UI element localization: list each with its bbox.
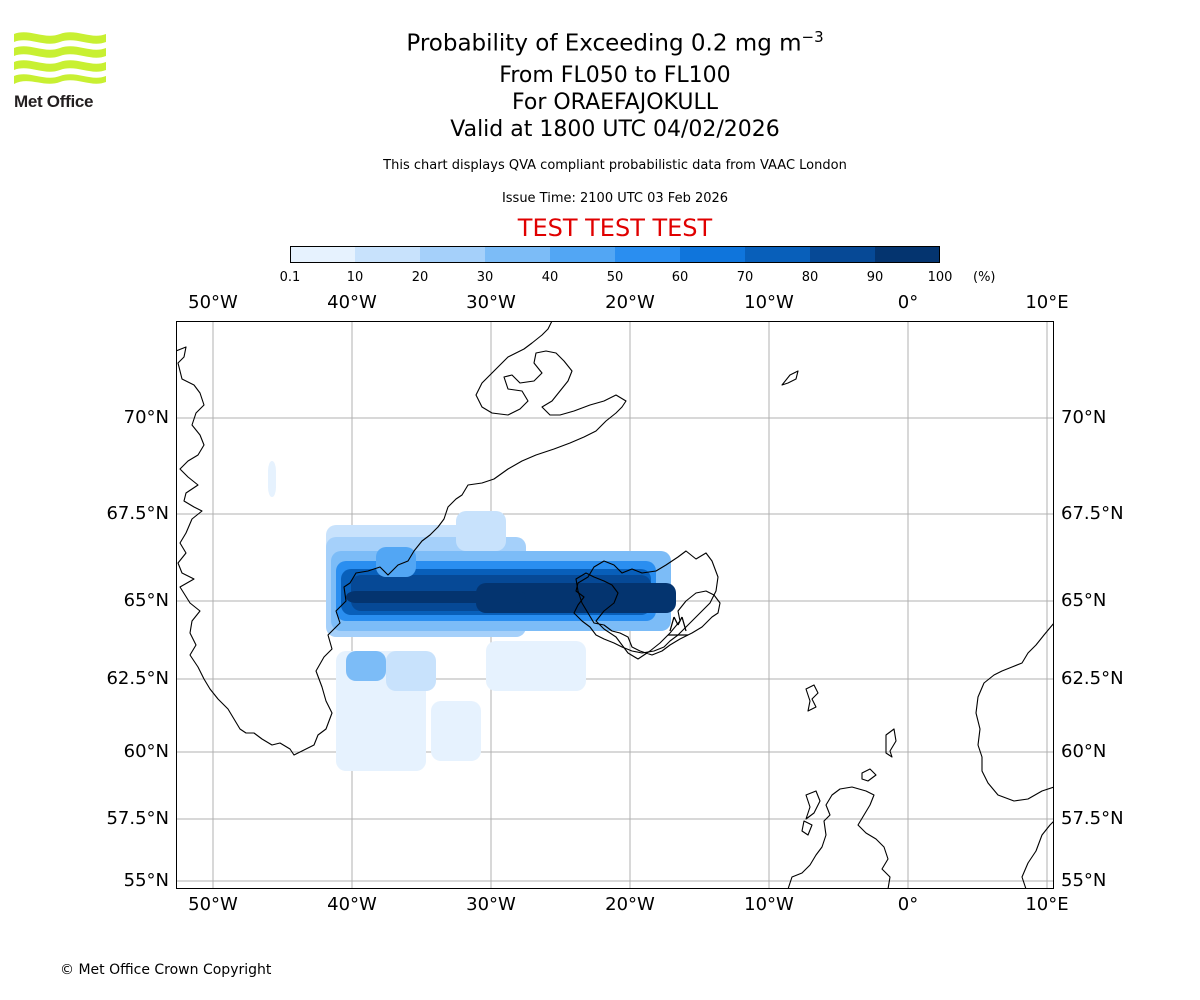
met-office-logo: Met Office: [14, 30, 114, 115]
plume-cell: [476, 583, 676, 613]
issue-time: Issue Time: 2100 UTC 03 Feb 2026: [501, 191, 729, 206]
map-panel: [176, 321, 1054, 889]
latitude-label-right: 57.5°N: [1061, 808, 1124, 829]
colorbar-tick-label: 80: [801, 270, 819, 285]
latitude-label-left: 67.5°N: [106, 503, 169, 524]
test-banner: TEST TEST TEST: [517, 214, 713, 242]
latitude-label-left: 65°N: [123, 590, 169, 611]
plume-cell: [268, 461, 276, 497]
longitude-label-top: 30°W: [466, 292, 516, 313]
coastline-faroes: [805, 684, 819, 712]
valid-time: Valid at 1800 UTC 04/02/2026: [450, 117, 780, 142]
coastline-shetland: [885, 728, 897, 758]
colorbar-tick-label: 70: [736, 270, 754, 285]
latitude-label-left: 70°N: [123, 407, 169, 428]
plume-cell: [486, 641, 586, 691]
coastline-iceland: [575, 572, 721, 660]
copyright: © Met Office Crown Copyright: [60, 962, 272, 978]
longitude-label-top: 50°W: [188, 292, 238, 313]
coastline-denmark: [1021, 820, 1054, 889]
colorbar-tick-label: 60: [671, 270, 689, 285]
colorbar-tick-label: 40: [541, 270, 559, 285]
chart-title: Probability of Exceeding 0.2 mg m−3: [0, 28, 1200, 57]
coastline-hebrides: [801, 790, 821, 836]
colorbar-tick-label: 30: [476, 270, 494, 285]
title-superscript: −3: [801, 28, 824, 46]
longitude-label-top: 10°W: [744, 292, 794, 313]
latitude-label-right: 70°N: [1061, 407, 1107, 428]
colorbar-swatch: [680, 246, 746, 263]
colorbar-swatch: [875, 246, 940, 263]
longitude-label-top: 0°: [897, 292, 919, 313]
colorbar-tick-label: 10: [346, 270, 364, 285]
longitude-label-bottom: 40°W: [327, 894, 377, 915]
colorbar-swatch: [615, 246, 681, 263]
latitude-label-right: 55°N: [1061, 870, 1107, 891]
plume-cell: [386, 651, 436, 691]
longitude-label-bottom: 30°W: [466, 894, 516, 915]
coastline-norway: [975, 622, 1054, 802]
plume-cell: [346, 591, 526, 603]
colorbar-tick-label: 100: [927, 270, 953, 285]
coastline-greenland: [176, 321, 627, 756]
latitude-label-right: 60°N: [1061, 741, 1107, 762]
plume-cell: [431, 701, 481, 761]
latitude-label-left: 62.5°N: [106, 668, 169, 689]
met-office-wave-icon: [14, 32, 106, 84]
plume-cell: [456, 511, 506, 551]
longitude-label-bottom: 0°: [897, 894, 919, 915]
colorbar-swatch: [745, 246, 811, 263]
latitude-label-left: 60°N: [123, 741, 169, 762]
latitude-label-right: 62.5°N: [1061, 668, 1124, 689]
volcano-marker-icon: [668, 616, 688, 636]
longitude-label-top: 40°W: [327, 292, 377, 313]
level-range: From FL050 to FL100: [499, 63, 731, 88]
colorbar-tick-label: 20: [411, 270, 429, 285]
longitude-label-top: 10°E: [1025, 292, 1069, 313]
colorbar-swatches: [290, 246, 940, 263]
longitude-label-bottom: 10°E: [1025, 894, 1069, 915]
coastlines: [176, 321, 1054, 889]
plume-cell: [346, 651, 386, 681]
latitude-label-right: 65°N: [1061, 590, 1107, 611]
colorbar-tick-label: 90: [866, 270, 884, 285]
longitude-label-bottom: 50°W: [188, 894, 238, 915]
colorbar-swatch: [485, 246, 551, 263]
colorbar-frame: [290, 246, 940, 263]
latitude-label-left: 57.5°N: [106, 808, 169, 829]
longitude-label-top: 20°W: [605, 292, 655, 313]
coastline-jan-mayen: [781, 370, 799, 386]
latitude-label-right: 67.5°N: [1061, 503, 1124, 524]
coastline-scotland: [787, 786, 891, 889]
ash-probability-plume: [268, 461, 676, 771]
plume-cell: [376, 547, 416, 577]
description: This chart displays QVA compliant probab…: [383, 158, 847, 173]
colorbar: [290, 246, 940, 263]
latitude-label-left: 55°N: [123, 870, 169, 891]
colorbar-swatch: [420, 246, 486, 263]
colorbar-tick-label: 0.1: [279, 270, 301, 285]
title-main: Probability of Exceeding 0.2 mg m: [406, 30, 802, 57]
map-canvas: [176, 321, 1054, 889]
colorbar-swatch: [290, 246, 356, 263]
volcano-name: For ORAEFAJOKULL: [512, 90, 718, 115]
logo-text: Met Office: [14, 92, 94, 111]
coastline-iceland-main: [573, 550, 719, 654]
colorbar-swatch: [355, 246, 421, 263]
colorbar-swatch: [810, 246, 876, 263]
colorbar-tick-label: 50: [606, 270, 624, 285]
colorbar-unit: (%): [973, 270, 996, 285]
colorbar-swatch: [550, 246, 616, 263]
map-frame: [176, 321, 1054, 889]
coastline-orkney: [861, 768, 877, 782]
longitude-label-bottom: 10°W: [744, 894, 794, 915]
longitude-label-bottom: 20°W: [605, 894, 655, 915]
